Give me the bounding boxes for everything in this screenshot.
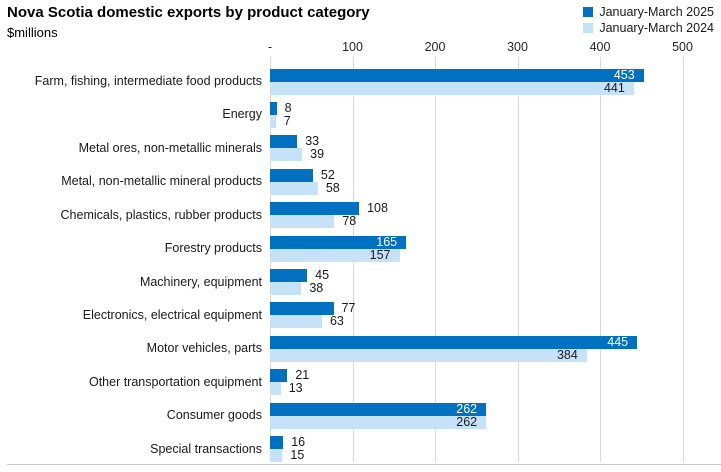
chart-title: Nova Scotia domestic exports by product …: [7, 4, 370, 21]
bar-jan-mar-2024: [270, 181, 318, 195]
legend-item-2024: January-March 2024: [583, 21, 714, 35]
value-label: 52: [320, 167, 335, 182]
legend-label-2024: January-March 2024: [599, 21, 714, 35]
bar-jan-mar-2024: [270, 215, 335, 229]
value-label: 33: [305, 134, 320, 149]
value-label: 7: [283, 113, 291, 128]
category-label: Metal ores, non-metallic minerals: [78, 140, 262, 155]
bar-jan-mar-2025: [270, 235, 407, 249]
value-label: 441: [603, 80, 625, 95]
bar-jan-mar-2025: [270, 269, 308, 283]
value-label: 13: [288, 381, 303, 396]
bar-jan-mar-2025: [270, 335, 638, 349]
value-label: 157: [369, 247, 391, 262]
category-label: Metal, non-metallic mineral products: [61, 174, 262, 189]
bar-jan-mar-2025: [270, 101, 277, 115]
gridline: [682, 57, 684, 462]
bar-jan-mar-2025: [270, 436, 284, 450]
bar-jan-mar-2024: [270, 248, 400, 262]
category-label: Energy: [222, 107, 262, 122]
legend-swatch-2025-icon: [583, 7, 594, 17]
category-label: Machinery, equipment: [139, 274, 262, 289]
legend-label-2025: January-March 2025: [599, 5, 714, 19]
x-axis-line: [7, 464, 721, 465]
bar-jan-mar-2024: [270, 415, 487, 429]
value-label: 8: [284, 100, 292, 115]
category-label: Other transportation equipment: [88, 374, 262, 389]
value-label: 21: [295, 368, 310, 383]
value-label: 262: [456, 401, 478, 416]
bar-jan-mar-2024: [270, 315, 322, 329]
bar-jan-mar-2025: [270, 168, 313, 182]
bar-jan-mar-2024: [270, 449, 283, 463]
category-label: Consumer goods: [166, 408, 262, 423]
bar-jan-mar-2025: [270, 135, 298, 149]
value-label: 262: [456, 414, 478, 429]
value-label: 38: [309, 281, 324, 296]
category-label: Special transactions: [150, 441, 262, 456]
bar-jan-mar-2024: [270, 282, 302, 296]
x-tick-label: 300: [507, 40, 528, 54]
bar-jan-mar-2025: [270, 402, 487, 416]
bar-jan-mar-2025: [270, 369, 288, 383]
value-label: 63: [329, 314, 344, 329]
value-label: 58: [325, 180, 340, 195]
x-tick-label: 500: [672, 40, 693, 54]
bar-jan-mar-2024: [270, 382, 281, 396]
chart-subtitle: $millions: [7, 25, 58, 40]
category-label: Farm, fishing, intermediate food product…: [34, 74, 262, 88]
legend-item-2025: January-March 2025: [583, 5, 714, 19]
category-label: Electronics, electrical equipment: [82, 307, 262, 322]
value-label: 453: [613, 67, 635, 82]
bar-jan-mar-2024: [270, 114, 276, 128]
value-label: 39: [310, 147, 325, 162]
value-label: 78: [342, 214, 357, 229]
bar-jan-mar-2024: [270, 148, 303, 162]
x-tick-label: 100: [342, 40, 363, 54]
value-label: 77: [341, 301, 356, 316]
value-label: 445: [607, 334, 629, 349]
gridline: [517, 57, 519, 462]
value-label: 384: [556, 347, 578, 362]
bar-jan-mar-2024: [270, 348, 587, 362]
gridline: [600, 57, 601, 462]
x-tick-label: 400: [589, 40, 611, 54]
bar-jan-mar-2025: [270, 202, 360, 216]
x-tick-label: -: [267, 40, 273, 54]
value-label: 108: [367, 201, 388, 216]
value-label: 16: [291, 435, 306, 450]
x-tick-label: 200: [424, 40, 446, 54]
category-label: Forestry products: [164, 241, 262, 256]
bar-jan-mar-2024: [270, 81, 634, 95]
value-label: 15: [290, 448, 305, 463]
value-label: 165: [376, 234, 398, 249]
legend-swatch-2024-icon: [583, 23, 594, 33]
category-label: Motor vehicles, parts: [146, 341, 262, 356]
legend: January-March 2025 January-March 2024: [583, 5, 714, 35]
value-label: 45: [315, 268, 330, 283]
category-label: Chemicals, plastics, rubber products: [60, 207, 262, 222]
gridline: [435, 57, 436, 462]
bar-jan-mar-2025: [270, 302, 334, 316]
bar-jan-mar-2025: [270, 68, 644, 82]
